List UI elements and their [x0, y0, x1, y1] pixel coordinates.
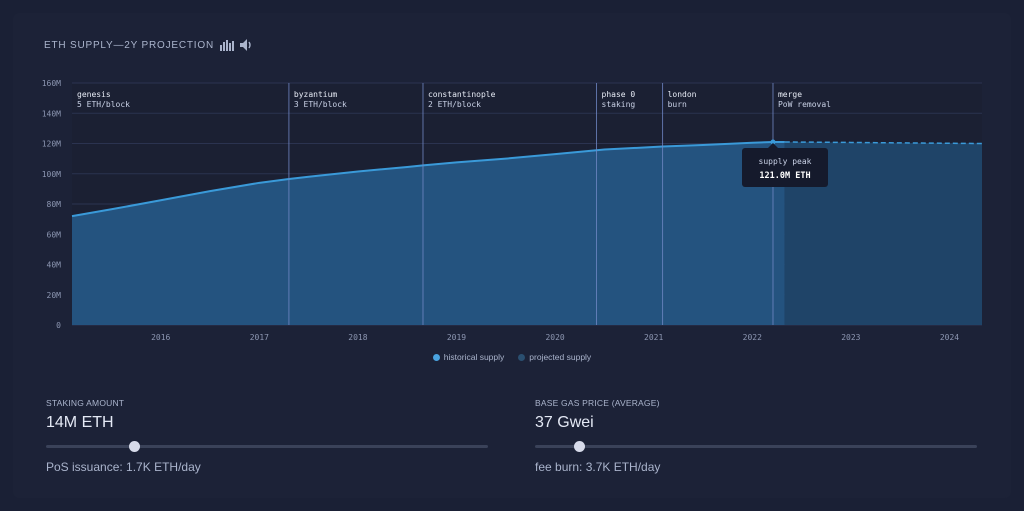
staking-label: STAKING AMOUNT	[46, 398, 125, 408]
event-detail: PoW removal	[778, 100, 831, 109]
peak-point	[770, 139, 776, 145]
chart-title-row: ETH SUPPLY—2Y PROJECTION	[44, 38, 253, 52]
x-axis-ticks: 2016 2017 2018 2019 2020 2021 2022 2023 2024	[151, 333, 959, 342]
legend-swatch-projected	[518, 353, 526, 361]
tooltip-pointer	[767, 143, 778, 148]
historical-supply-area	[72, 141, 785, 325]
y-tick-label: 120M	[42, 140, 61, 149]
y-tick-label: 0	[56, 321, 61, 330]
legend-swatch-historical	[432, 353, 440, 361]
event-detail: 5 ETH/block	[77, 100, 130, 109]
event-name: byzantium	[294, 90, 338, 99]
gas-control: BASE GAS PRICE (AVERAGE) 37 Gwei	[535, 398, 660, 432]
x-tick-label: 2024	[940, 333, 959, 342]
x-tick-label: 2021	[644, 333, 663, 342]
event-detail: staking	[602, 100, 636, 109]
staking-slider-track[interactable]	[46, 441, 488, 452]
area-layer	[71, 140, 983, 325]
event-detail: 2 ETH/block	[428, 100, 481, 109]
y-tick-label: 60M	[47, 230, 62, 239]
event-name: constantinople	[428, 90, 496, 99]
staking-value: 14M ETH	[46, 414, 114, 431]
projected-supply-line	[784, 141, 983, 145]
historical-supply-line	[71, 140, 785, 218]
chart-title: ETH SUPPLY—2Y PROJECTION	[44, 39, 214, 51]
event-detail: 3 ETH/block	[294, 100, 347, 109]
gas-slider-handle[interactable]	[574, 441, 586, 452]
y-tick-label: 80M	[47, 200, 62, 209]
gas-value: 37 Gwei	[535, 414, 594, 431]
y-axis-ticks: 0 20M 40M 60M 80M 100M 120M 140M 160M	[42, 79, 61, 330]
x-tick-label: 2023	[841, 333, 860, 342]
y-tick-label: 140M	[42, 109, 61, 118]
y-tick-label: 100M	[42, 170, 61, 179]
y-tick-label: 160M	[42, 79, 61, 88]
event-name: london	[668, 90, 697, 99]
legend-item-historical[interactable]: historical supply	[432, 352, 505, 362]
legend-label-historical: historical supply	[443, 352, 505, 362]
x-tick-label: 2022	[743, 333, 762, 342]
supply-peak-annotation: supply peak 121.0M ETH	[742, 139, 828, 187]
staking-slider-handle[interactable]	[129, 441, 141, 452]
event-name: phase 0	[602, 90, 636, 99]
x-tick-label: 2020	[545, 333, 564, 342]
gas-burn-note: fee burn: 3.7K ETH/day	[535, 460, 661, 474]
staking-issuance-note: PoS issuance: 1.7K ETH/day	[46, 460, 201, 474]
y-tick-label: 20M	[47, 291, 62, 300]
x-tick-label: 2019	[447, 333, 466, 342]
legend-item-projected[interactable]: projected supply	[518, 352, 591, 362]
y-tick-label: 40M	[47, 261, 62, 270]
speaker-icon[interactable]	[239, 38, 253, 52]
tooltip-value: 121.0M ETH	[759, 171, 810, 181]
x-tick-label: 2018	[348, 333, 367, 342]
gas-label: BASE GAS PRICE (AVERAGE)	[535, 398, 660, 408]
x-tick-label: 2016	[151, 333, 170, 342]
chart-legend: historical supply projected supply	[0, 352, 1024, 362]
projected-supply-area	[784, 141, 982, 325]
gas-slider-track[interactable]	[535, 441, 977, 452]
tooltip-label: supply peak	[759, 157, 812, 166]
event-name: merge	[778, 90, 802, 99]
bars-icon[interactable]	[219, 39, 236, 51]
tooltip-box	[742, 148, 828, 187]
x-tick-label: 2017	[250, 333, 269, 342]
staking-control: STAKING AMOUNT 14M ETH	[46, 398, 124, 432]
title-icons	[219, 38, 253, 52]
event-name: genesis	[77, 90, 111, 99]
legend-label-projected: projected supply	[529, 352, 592, 362]
event-detail: burn	[668, 100, 687, 109]
